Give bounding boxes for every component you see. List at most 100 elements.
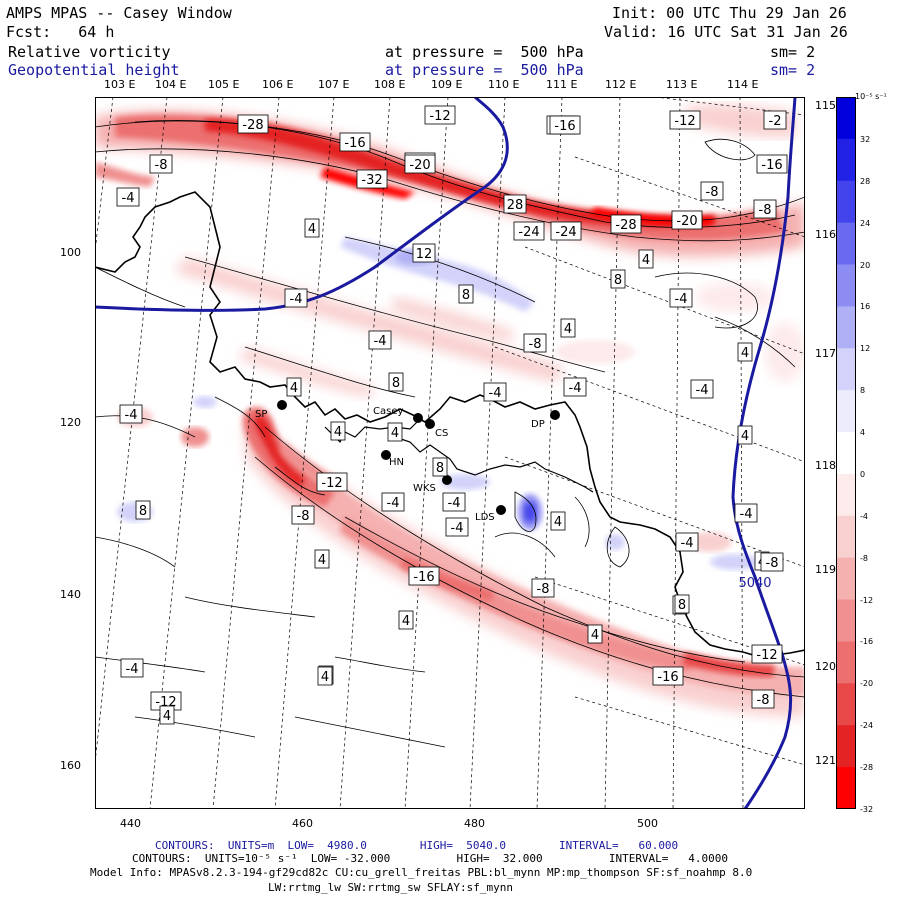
station-marker-dp: [550, 410, 560, 420]
svg-text:8: 8: [462, 288, 470, 303]
colorbar-label: 24: [860, 218, 871, 228]
svg-text:4: 4: [308, 222, 316, 237]
colorbar-swatch: [836, 97, 856, 140]
longitude-label: 106 E: [262, 78, 294, 91]
field1-smoothing: sm= 2: [770, 43, 816, 61]
contour-label: 4: [560, 318, 576, 338]
svg-text:8: 8: [139, 504, 147, 519]
longitude-label: 113 E: [666, 78, 698, 91]
svg-text:-4: -4: [387, 496, 400, 511]
colorbar-swatch: [836, 264, 856, 307]
contour-label: -16: [549, 115, 581, 135]
svg-text:-4: -4: [675, 292, 688, 307]
contour-label: 4: [314, 549, 330, 569]
colorbar: [836, 97, 856, 809]
colorbar-swatch: [836, 138, 856, 182]
colorbar-label: -20: [860, 679, 874, 689]
colorbar-label: -28: [860, 763, 874, 773]
colorbar-swatch: [836, 432, 856, 475]
svg-text:-4: -4: [681, 536, 694, 551]
svg-text:-4: -4: [451, 521, 464, 536]
x-tick-label: 460: [292, 817, 313, 830]
coastline: [95, 191, 805, 658]
svg-text:4: 4: [391, 426, 399, 441]
svg-text:-12: -12: [756, 648, 777, 663]
contour-label: -32: [356, 169, 388, 189]
height-contour-line: [95, 97, 509, 312]
longitude-label: 104 E: [155, 78, 187, 91]
svg-text:12: 12: [416, 247, 433, 262]
contour-label: -4: [116, 187, 140, 207]
init-time: Init: 00 UTC Thu 29 Jan 26: [612, 4, 847, 22]
field1-name: Relative vorticity: [8, 43, 171, 61]
colorbar-swatch: [836, 683, 856, 726]
longitude-label: 103 E: [104, 78, 136, 91]
svg-text:-8: -8: [529, 337, 542, 352]
contour-label: -16: [408, 566, 440, 586]
contour-label: -8: [753, 199, 777, 219]
contour-label: -4: [675, 532, 699, 552]
svg-text:4: 4: [334, 425, 342, 440]
contour-label: -8: [531, 578, 555, 598]
svg-text:8: 8: [678, 598, 686, 613]
colorbar-swatch: [836, 348, 856, 391]
valid-time: Valid: 16 UTC Sat 31 Jan 26: [604, 23, 848, 41]
svg-text:-16: -16: [657, 670, 678, 685]
contour-label: -4: [563, 377, 587, 397]
station-label: SP: [255, 409, 267, 420]
contour-label: 8: [610, 269, 626, 289]
svg-text:-4: -4: [290, 292, 303, 307]
x-tick-label: 480: [464, 817, 485, 830]
svg-text:-32: -32: [361, 173, 382, 188]
svg-text:28: 28: [507, 198, 524, 213]
map-frame: [95, 97, 805, 809]
svg-text:-16: -16: [554, 119, 575, 134]
contour-label: 8: [458, 284, 474, 304]
svg-text:4: 4: [554, 515, 562, 530]
contour-label: 4: [638, 249, 654, 269]
station-label: LDS: [475, 512, 495, 523]
svg-text:4: 4: [591, 628, 599, 643]
longitude-label: 112 E: [605, 78, 637, 91]
svg-text:-4: -4: [122, 191, 135, 206]
longitude-label: 114 E: [727, 78, 759, 91]
station-label: WKS: [413, 483, 436, 494]
field1-level: at pressure = 500 hPa: [385, 43, 584, 61]
svg-text:-8: -8: [297, 509, 310, 524]
colorbar-label: 20: [860, 260, 871, 270]
svg-text:4: 4: [321, 670, 329, 685]
colorbar-swatch: [836, 557, 856, 601]
contour-label: 28: [503, 194, 527, 214]
contour-label: -12: [316, 472, 348, 492]
colorbar-frame: [836, 97, 856, 809]
station-label: DP: [531, 419, 545, 430]
station-label: HN: [389, 457, 404, 468]
contour-label: -8: [700, 181, 724, 201]
colorbar-label: -24: [860, 721, 874, 731]
contour-label: -4: [368, 330, 392, 350]
vorticity-contour-info: CONTOURS: UNITS=10⁻⁵ s⁻¹ LOW= -32.000 HI…: [132, 852, 729, 865]
svg-text:-4: -4: [125, 408, 138, 423]
station-marker-cs: [425, 419, 435, 429]
svg-text:-4: -4: [569, 381, 582, 396]
contour-label: 4: [398, 610, 414, 630]
longitude-label: 108 E: [374, 78, 406, 91]
svg-text:4: 4: [642, 253, 650, 268]
contour-label: -2: [763, 110, 787, 130]
contour-label: -16: [756, 154, 788, 174]
svg-text:-8: -8: [537, 582, 550, 597]
svg-text:8: 8: [392, 376, 400, 391]
svg-text:-12: -12: [674, 114, 695, 129]
station-marker-hn: [381, 450, 391, 460]
colorbar-unit: 10⁻⁵ s⁻¹: [855, 92, 887, 101]
svg-text:-24: -24: [518, 225, 539, 240]
contour-label: 8: [432, 457, 448, 477]
svg-text:-8: -8: [766, 556, 779, 571]
contour-label: 4: [387, 422, 403, 442]
contour-label: 4: [737, 425, 753, 445]
svg-text:-4: -4: [126, 662, 139, 677]
colorbar-label: 32: [860, 134, 871, 144]
contour-label: 8: [135, 500, 151, 520]
contour-label: -12: [751, 644, 783, 664]
